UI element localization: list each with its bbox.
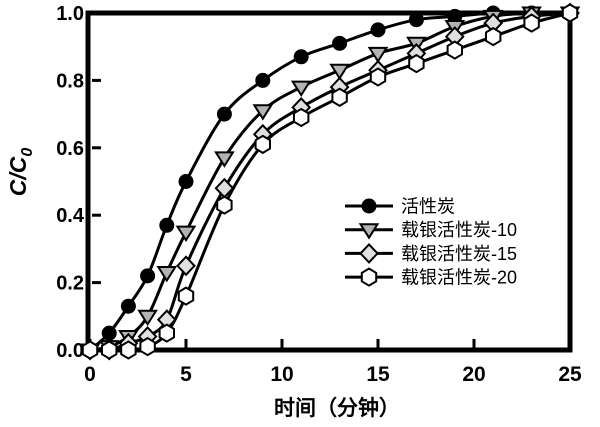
legend-label-2: 载银活性炭-15 <box>401 244 517 264</box>
x-tick-label: 25 <box>558 363 582 386</box>
series-0-marker <box>255 72 271 88</box>
series-1-marker <box>137 309 158 327</box>
series-0-marker <box>120 298 136 314</box>
series-3-marker <box>139 336 156 357</box>
series-3-marker <box>369 67 387 87</box>
series-1-marker <box>156 266 178 283</box>
series-3-marker <box>561 3 579 23</box>
series-0-marker <box>159 217 175 233</box>
legend-label-1: 载银活性炭-10 <box>401 220 517 240</box>
series-3-marker <box>446 40 463 60</box>
series-line-0 <box>89 11 570 352</box>
series-2-marker <box>176 255 196 277</box>
plot-frame <box>85 10 573 353</box>
y-tick-label: 0.4 <box>56 205 85 227</box>
x-tick-label: 20 <box>462 363 485 386</box>
series-3-marker <box>120 340 137 360</box>
series-1-marker <box>214 151 235 168</box>
series-1-marker <box>175 225 197 242</box>
series-3-marker <box>485 26 502 47</box>
legend-label-0: 活性炭 <box>401 197 455 217</box>
series-0-marker <box>216 106 232 122</box>
legend-marker-triangle-down <box>358 223 380 240</box>
series-1-marker <box>252 104 274 121</box>
y-axis-title: C/C0 <box>5 148 36 197</box>
legend-marker-hexagon <box>360 267 378 287</box>
series-1-marker <box>290 80 312 97</box>
series-3-marker <box>216 195 233 215</box>
legend-item-1: 载银活性炭-10 <box>345 220 517 240</box>
x-tick-label: 5 <box>180 363 192 386</box>
series-3-marker <box>331 87 348 107</box>
series-3-marker <box>293 107 310 128</box>
series-3-marker <box>101 340 118 360</box>
series-3-marker <box>523 13 540 33</box>
legend-item-2: 载银活性炭-15 <box>345 242 517 264</box>
series-0-marker <box>370 22 386 38</box>
y-tick-label: 0.6 <box>56 138 84 160</box>
legend-marker-diamond <box>359 242 379 264</box>
x-axis-title: 时间（分钟） <box>274 396 400 420</box>
legend-label-3: 载银活性炭-20 <box>401 268 517 288</box>
series-1-marker <box>367 46 389 64</box>
x-tick-label: 15 <box>366 363 390 386</box>
series-0-marker <box>140 268 156 284</box>
series-3-marker <box>81 340 99 360</box>
legend-item-0: 活性炭 <box>345 197 455 217</box>
legend-marker-circle <box>361 198 377 214</box>
y-tick-label: 0.8 <box>56 70 84 92</box>
series-3-marker <box>158 323 175 343</box>
legend-item-3: 载银活性炭-20 <box>345 267 517 288</box>
series-line-1 <box>89 11 571 352</box>
x-tick-label: 0 <box>84 363 96 386</box>
x-tick-label: 10 <box>270 363 293 386</box>
series-line-3 <box>90 11 571 352</box>
series-line-2 <box>89 11 571 352</box>
series-0-marker <box>293 49 309 65</box>
y-tick-label: 0.2 <box>56 273 84 295</box>
series-1-marker <box>329 63 350 81</box>
series-0-marker <box>178 174 194 189</box>
y-tick-label: 0.0 <box>56 340 84 362</box>
y-tick-label: 1.0 <box>56 3 84 25</box>
series-3-marker <box>408 53 425 74</box>
series-3-marker <box>177 286 195 306</box>
series-0-marker <box>408 12 424 28</box>
series-0-marker <box>332 35 348 51</box>
series-0-marker <box>101 325 117 341</box>
series-3-marker <box>254 134 271 155</box>
